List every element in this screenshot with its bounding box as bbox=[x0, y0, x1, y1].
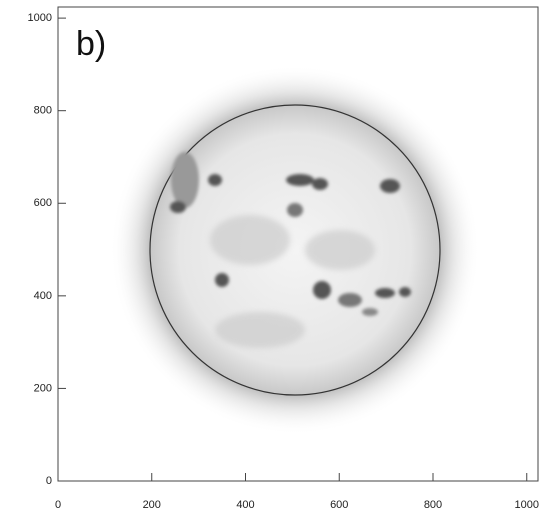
y-tick-label: 0 bbox=[46, 475, 52, 487]
solar-disk bbox=[149, 104, 441, 396]
panel-label: b) bbox=[76, 25, 106, 63]
x-tick-label: 800 bbox=[424, 499, 442, 511]
x-tick-label: 200 bbox=[143, 499, 161, 511]
solar-image bbox=[110, 65, 480, 435]
active-regions bbox=[170, 152, 411, 316]
x-tick-label: 600 bbox=[330, 499, 348, 511]
x-tick-label: 400 bbox=[236, 499, 254, 511]
plot-frame bbox=[57, 6, 539, 482]
y-tick-label: 400 bbox=[34, 290, 52, 302]
y-tick-label: 1000 bbox=[28, 12, 52, 24]
y-tick-label: 800 bbox=[34, 105, 52, 117]
x-tick-label: 0 bbox=[55, 499, 61, 511]
x-tick-label: 1000 bbox=[515, 499, 539, 511]
y-tick-label: 200 bbox=[34, 382, 52, 394]
y-tick-label: 600 bbox=[34, 197, 52, 209]
